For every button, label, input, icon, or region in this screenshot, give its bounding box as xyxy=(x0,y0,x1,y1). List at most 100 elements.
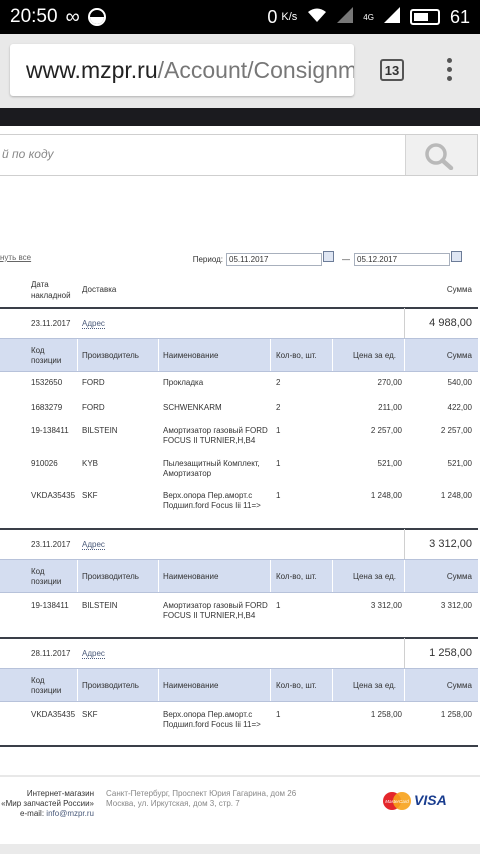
item-code: 19-138411 xyxy=(31,601,69,610)
tab-switcher-button[interactable]: 13 xyxy=(380,59,404,81)
item-qty: 2 xyxy=(276,403,281,412)
items-header-qty: Кол-во, шт. xyxy=(276,681,317,690)
search-icon xyxy=(425,143,454,170)
items-header-sum: Сумма xyxy=(446,351,472,360)
consignment-row[interactable]: 28.11.2017 Адрес 1 258,00 xyxy=(0,638,478,668)
items-header-code-line2: позиции xyxy=(31,577,62,586)
visa-logo: VISA xyxy=(414,792,447,808)
site-header xyxy=(0,108,480,126)
item-maker: BILSTEIN xyxy=(82,426,118,435)
item-sum: 3 312,00 xyxy=(440,601,472,610)
header-sum: Сумма xyxy=(446,285,472,294)
delivery-address-link[interactable]: Адрес xyxy=(82,319,105,329)
shop-info: Интернет-магазин «Мир запчастей России» … xyxy=(1,789,94,819)
browser-toolbar: www.mzpr.ru/Account/Consignme 13 xyxy=(0,34,480,108)
items-header-code-line2: позиции xyxy=(31,356,62,365)
mastercard-text: MasterCard xyxy=(385,799,409,804)
items-header-price: Цена за ед. xyxy=(353,351,396,360)
item-sum: 422,00 xyxy=(447,403,472,412)
delivery-address-link[interactable]: Адрес xyxy=(82,540,105,550)
item-sum: 521,00 xyxy=(447,459,472,468)
items-header-price: Цена за ед. xyxy=(353,572,396,581)
item-code: 1532650 xyxy=(31,378,63,387)
item-sum: 540,00 xyxy=(447,378,472,387)
item-code: VKDA35435 xyxy=(31,710,76,719)
items-header: Код позиции Производитель Наименование Кол-в… xyxy=(0,338,478,372)
items-header-name: Наименование xyxy=(163,351,219,360)
table-header: Дата накладной Доставка Сумма xyxy=(0,278,478,308)
period-filter: Период: 05.11.2017 — 05.12.2017 xyxy=(192,251,466,266)
items-header-qty: Кол-во, шт. xyxy=(276,572,317,581)
items-header-maker: Производитель xyxy=(82,681,139,690)
consignment-total: 4 988,00 xyxy=(429,317,472,329)
table-rule xyxy=(0,307,478,309)
item-qty: 1 xyxy=(276,601,281,610)
wifi-icon xyxy=(307,7,327,28)
item-code: 1683279 xyxy=(31,403,63,412)
calendar-icon[interactable] xyxy=(451,251,462,262)
item-maker: FORD xyxy=(82,403,105,412)
items-header-code-line1: Код xyxy=(31,567,45,576)
data-speed-unit: K/s xyxy=(281,11,298,23)
item-maker: SKF xyxy=(82,710,98,719)
item-price: 521,00 xyxy=(377,459,402,468)
consignment-row[interactable]: 23.11.2017 Адрес 3 312,00 xyxy=(0,529,478,559)
item-price: 2 257,00 xyxy=(370,426,402,435)
table-rule xyxy=(0,528,478,530)
search-button[interactable] xyxy=(405,135,477,175)
bottom-bar xyxy=(0,844,480,854)
item-qty: 1 xyxy=(276,710,281,719)
items-header-name: Наименование xyxy=(163,572,219,581)
item-name: Амортизатор газовый FORD FOCUS II TURNIE… xyxy=(163,601,268,620)
date-to-input[interactable]: 05.12.2017 xyxy=(354,253,450,266)
item-price: 270,00 xyxy=(377,378,402,387)
item-name: Прокладка xyxy=(163,378,204,387)
mastercard-logo: MasterCard xyxy=(383,792,411,810)
items-header-price: Цена за ед. xyxy=(353,681,396,690)
header-date-line2: накладной xyxy=(31,291,71,300)
item-maker: KYB xyxy=(82,459,99,468)
search-bar: й по коду xyxy=(0,134,478,176)
email-link[interactable]: info@mzpr.ru xyxy=(46,809,94,818)
items-header-sum: Сумма xyxy=(446,681,472,690)
item-qty: 1 xyxy=(276,426,281,435)
item-maker: FORD xyxy=(82,378,105,387)
items-header-code-line1: Код xyxy=(31,676,45,685)
date-from-input[interactable]: 05.11.2017 xyxy=(226,253,322,266)
item-code: 910026 xyxy=(31,459,58,468)
items-header-qty: Кол-во, шт. xyxy=(276,351,317,360)
period-label: Период: xyxy=(192,255,223,264)
status-bar: 20:50 ∞ 0 K/s 4G 61 xyxy=(0,0,480,34)
signal-icon-2 xyxy=(383,6,400,28)
item-code: VKDA35435 xyxy=(31,491,76,500)
items-header-name: Наименование xyxy=(163,681,219,690)
item-price: 1 258,00 xyxy=(370,710,402,719)
delivery-address-link[interactable]: Адрес xyxy=(82,649,105,659)
footer: Интернет-магазин «Мир запчастей России» … xyxy=(0,775,480,854)
items-header: Код позиции Производитель Наименование Кол-в… xyxy=(0,668,478,702)
address-line2: Москва, ул. Иркутская, дом 3, стр. 7 xyxy=(106,799,240,808)
consignment-total: 1 258,00 xyxy=(429,647,472,659)
expand-all-link[interactable]: нуть все xyxy=(0,253,32,262)
consignment-row[interactable]: 23.11.2017 Адрес 4 988,00 xyxy=(0,308,478,338)
item-sum: 1 258,00 xyxy=(440,710,472,719)
menu-icon[interactable] xyxy=(444,58,454,84)
item-price: 3 312,00 xyxy=(370,601,402,610)
item-maker: SKF xyxy=(82,491,98,500)
header-delivery: Доставка xyxy=(82,285,117,294)
item-maker: BILSTEIN xyxy=(82,601,118,610)
consignment-date: 23.11.2017 xyxy=(31,540,71,549)
items-header-maker: Производитель xyxy=(82,351,139,360)
item-name: Пылезащитный Комплект, Амортизатор xyxy=(163,459,260,478)
item-code: 19-138411 xyxy=(31,426,69,435)
search-input[interactable]: й по коду xyxy=(2,147,54,161)
url-bar[interactable]: www.mzpr.ru/Account/Consignme xyxy=(10,44,354,96)
calendar-icon[interactable] xyxy=(323,251,334,262)
date-range-dash: — xyxy=(342,255,350,264)
consignment-date: 23.11.2017 xyxy=(31,319,71,328)
shop-line2: «Мир запчастей России» xyxy=(1,799,94,808)
infinity-icon: ∞ xyxy=(65,5,80,28)
address-line1: Санкт-Петербург, Проспект Юрия Гагарина,… xyxy=(106,789,297,798)
network-type: 4G xyxy=(363,12,374,22)
addresses: Санкт-Петербург, Проспект Юрия Гагарина,… xyxy=(106,789,296,809)
